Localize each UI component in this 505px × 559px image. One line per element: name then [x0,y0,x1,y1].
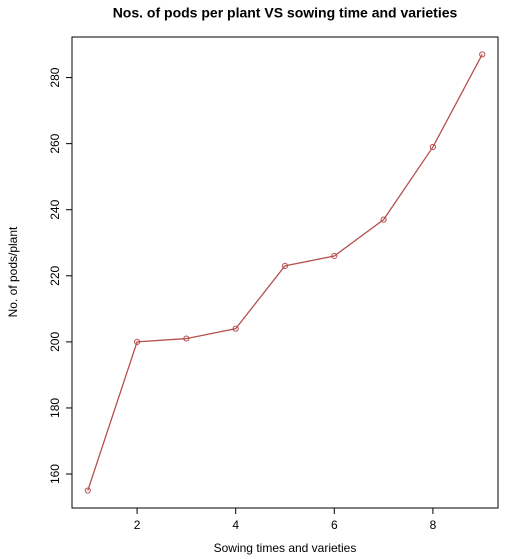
point [183,335,190,342]
x-axis-label: Sowing times and varieties [214,541,357,555]
y-tick-label: 280 [48,67,62,87]
x-tick-label: 4 [232,518,239,532]
y-tick-label: 160 [48,464,62,484]
y-tick-label: 260 [48,133,62,153]
point [380,216,387,223]
plot-frame [71,36,499,509]
x-tick-label: 2 [134,518,141,532]
y-tick-label: 200 [48,332,62,352]
point [331,252,338,260]
series-line [87,54,483,491]
y-axis-label: No. of pods/plant [6,226,20,317]
x-tick-label: 8 [430,518,437,532]
point [479,51,486,58]
x-tick-label: 6 [331,518,338,532]
point [232,325,239,332]
point [84,487,91,494]
point [281,262,289,269]
y-tick-label: 240 [48,199,62,219]
y-tick-label: 180 [48,398,62,418]
y-tick-label: 220 [48,265,62,285]
point [429,143,437,151]
point [133,338,141,345]
chart-title: Nos. of pods per plant VS sowing time an… [113,5,458,21]
